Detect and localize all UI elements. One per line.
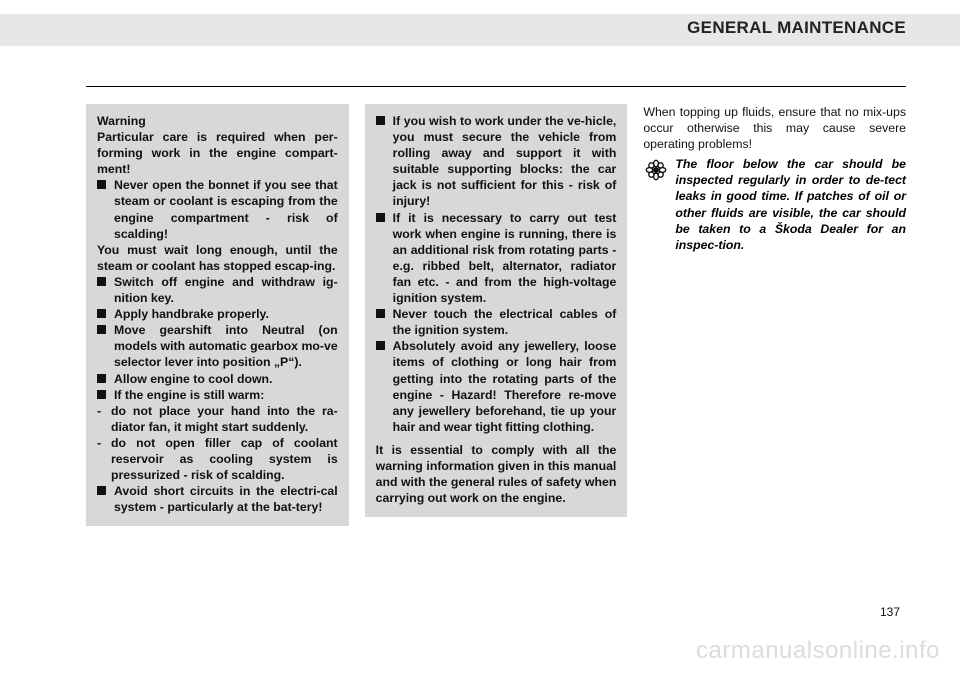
warning-box-right: If you wish to work under the ve-hicle, … xyxy=(365,104,628,517)
column-1: Warning Particular care is required when… xyxy=(86,104,349,526)
warning-heading: Warning xyxy=(97,113,338,129)
column-3: When topping up fluids, ensure that no m… xyxy=(643,104,906,526)
bullet-item: If the engine is still warm: xyxy=(97,387,338,403)
bullet-text: If the engine is still warm: xyxy=(114,387,338,403)
bullet-text: Avoid short circuits in the electri-cal … xyxy=(114,483,338,515)
section-title: GENERAL MAINTENANCE xyxy=(687,18,906,38)
square-bullet-icon xyxy=(376,213,385,222)
flower-icon xyxy=(643,158,669,182)
square-bullet-icon xyxy=(376,341,385,350)
bullet-item: Avoid short circuits in the electri-cal … xyxy=(97,483,338,515)
bullet-text: Never open the bonnet if you see that st… xyxy=(114,177,338,241)
warning-intro: Particular care is required when per-for… xyxy=(97,129,338,177)
bullet-text: If it is necessary to carry out test wor… xyxy=(393,210,617,307)
bullet-text: Never touch the electrical cables of the… xyxy=(393,306,617,338)
bullet-text: Switch off engine and withdraw ig-nition… xyxy=(114,274,338,306)
warning-paragraph: You must wait long enough, until the ste… xyxy=(97,242,338,274)
watermark: carmanualsonline.info xyxy=(696,637,940,665)
dash-text: do not place your hand into the ra-diato… xyxy=(107,403,338,435)
bullet-item: Apply handbrake properly. xyxy=(97,306,338,322)
bullet-text: If you wish to work under the ve-hicle, … xyxy=(393,113,617,210)
square-bullet-icon xyxy=(376,116,385,125)
bullet-text: Apply handbrake properly. xyxy=(114,306,338,322)
dash-text: do not open filler cap of coolant reserv… xyxy=(107,435,338,483)
dash-item: - do not open filler cap of coolant rese… xyxy=(97,435,338,483)
page: GENERAL MAINTENANCE Warning Particular c… xyxy=(0,0,960,673)
square-bullet-icon xyxy=(97,309,106,318)
page-number: 137 xyxy=(880,605,900,619)
warning-box-left: Warning Particular care is required when… xyxy=(86,104,349,526)
dash-icon: - xyxy=(97,435,107,483)
bullet-item: Allow engine to cool down. xyxy=(97,371,338,387)
dash-icon: - xyxy=(97,403,107,435)
content-columns: Warning Particular care is required when… xyxy=(86,104,906,526)
square-bullet-icon xyxy=(97,390,106,399)
bullet-item: Move gearshift into Neutral (on models w… xyxy=(97,322,338,370)
bullet-item: Switch off engine and withdraw ig-nition… xyxy=(97,274,338,306)
spacer xyxy=(376,435,617,442)
environment-note: The floor below the car should be inspec… xyxy=(643,156,906,253)
bullet-text: Allow engine to cool down. xyxy=(114,371,338,387)
note-text: The floor below the car should be inspec… xyxy=(675,156,906,253)
warning-outro: It is essential to comply with all the w… xyxy=(376,442,617,506)
bullet-item: Absolutely avoid any jewellery, loose it… xyxy=(376,338,617,435)
dash-item: - do not place your hand into the ra-dia… xyxy=(97,403,338,435)
square-bullet-icon xyxy=(97,374,106,383)
bullet-text: Absolutely avoid any jewellery, loose it… xyxy=(393,338,617,435)
square-bullet-icon xyxy=(97,486,106,495)
square-bullet-icon xyxy=(97,277,106,286)
bullet-item: Never open the bonnet if you see that st… xyxy=(97,177,338,241)
square-bullet-icon xyxy=(97,325,106,334)
square-bullet-icon xyxy=(376,309,385,318)
body-paragraph: When topping up fluids, ensure that no m… xyxy=(643,104,906,152)
square-bullet-icon xyxy=(97,180,106,189)
bullet-item: If it is necessary to carry out test wor… xyxy=(376,210,617,307)
bullet-text: Move gearshift into Neutral (on models w… xyxy=(114,322,338,370)
header-rule xyxy=(86,86,906,87)
bullet-item: If you wish to work under the ve-hicle, … xyxy=(376,113,617,210)
column-2: If you wish to work under the ve-hicle, … xyxy=(365,104,628,526)
bullet-item: Never touch the electrical cables of the… xyxy=(376,306,617,338)
